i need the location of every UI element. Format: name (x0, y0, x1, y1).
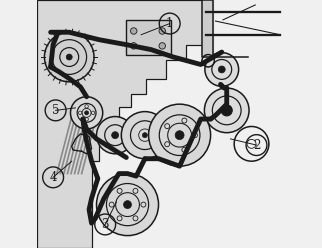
Circle shape (66, 54, 72, 60)
Circle shape (204, 88, 249, 133)
Circle shape (85, 111, 89, 115)
Polygon shape (202, 0, 213, 57)
Circle shape (221, 105, 232, 116)
Polygon shape (37, 0, 203, 248)
Text: 4: 4 (49, 171, 57, 184)
Circle shape (97, 117, 134, 154)
Circle shape (159, 43, 166, 49)
Circle shape (44, 32, 94, 82)
Circle shape (112, 132, 118, 139)
Circle shape (130, 28, 137, 34)
Text: 5: 5 (52, 104, 59, 117)
Circle shape (175, 131, 184, 140)
Circle shape (97, 174, 158, 236)
Text: 3: 3 (101, 218, 109, 231)
FancyBboxPatch shape (126, 20, 171, 55)
Circle shape (130, 43, 137, 49)
Text: 1: 1 (166, 17, 173, 30)
Circle shape (71, 97, 103, 129)
Circle shape (142, 133, 147, 138)
Text: 2: 2 (253, 139, 260, 152)
Circle shape (124, 201, 131, 209)
Circle shape (218, 66, 225, 73)
Circle shape (159, 28, 166, 34)
Circle shape (205, 53, 239, 86)
Circle shape (148, 104, 211, 166)
Circle shape (121, 112, 168, 159)
